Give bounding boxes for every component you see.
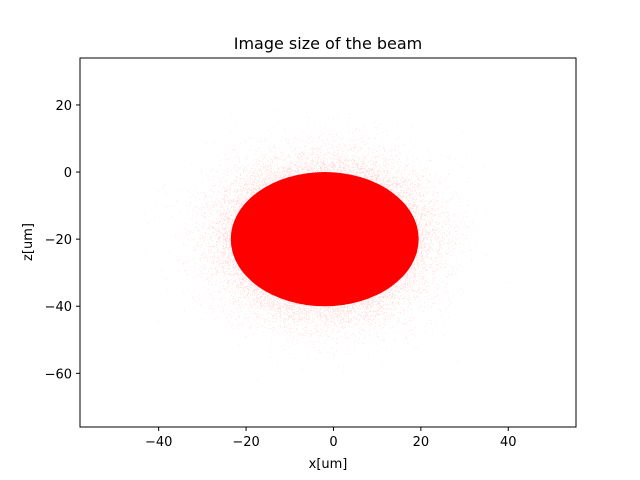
x-tick-label: 20 <box>413 435 430 450</box>
y-axis-label: z[um] <box>21 223 36 261</box>
y-axis: 20 0 −20 −40 −60 <box>45 99 80 382</box>
dense-point-core <box>230 172 419 307</box>
x-tick-label: 0 <box>329 435 337 450</box>
y-tick-label: 20 <box>55 99 72 114</box>
x-axis-label: x[um] <box>309 457 348 472</box>
y-tick-label: 0 <box>64 166 72 181</box>
x-axis: −40 −20 0 20 40 <box>145 427 517 450</box>
x-tick-label: −40 <box>145 435 172 450</box>
scatter-points <box>144 107 516 381</box>
y-tick-label: −20 <box>45 233 72 248</box>
x-tick-label: 40 <box>500 435 517 450</box>
chart-title: Image size of the beam <box>234 34 423 53</box>
plot-frame <box>79 57 577 428</box>
x-tick-label: −20 <box>232 435 259 450</box>
y-tick-label: −60 <box>45 367 72 382</box>
scatter-point-cloud <box>144 107 516 381</box>
y-tick-label: −40 <box>45 300 72 315</box>
